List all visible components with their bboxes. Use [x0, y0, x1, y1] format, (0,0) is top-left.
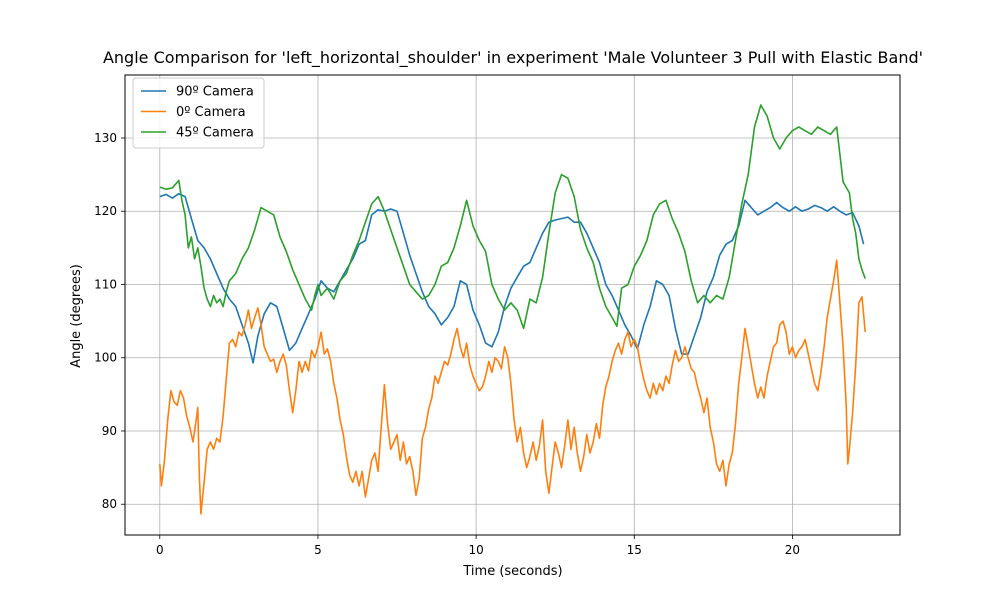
legend: 90º Camera 0º Camera 45º Camera: [132, 77, 265, 149]
plot-frame: [124, 74, 901, 536]
x-tick-label: 15: [627, 543, 642, 557]
chart-title: Angle Comparison for 'left_horizontal_sh…: [103, 48, 923, 68]
series-line-0: [159, 192, 865, 364]
x-tick-label: 0: [156, 543, 164, 557]
x-axis-label: Time (seconds): [462, 564, 562, 579]
y-tick-label: 90: [102, 424, 117, 438]
y-axis-label: Angle (degrees): [69, 264, 84, 368]
x-tick-label: 10: [468, 543, 483, 557]
x-tick-label: 20: [785, 543, 800, 557]
y-tick-label: 130: [94, 131, 117, 145]
legend-label-2: 45º Camera: [176, 126, 254, 141]
y-tick-label: 110: [94, 277, 117, 291]
series-line-1: [159, 259, 866, 515]
axis-ticks: 0 5 10 15 20 80 90 100 110 120 130: [94, 131, 800, 557]
legend-label-1: 0º Camera: [176, 105, 246, 120]
series-lines: [159, 104, 866, 515]
x-tick-label: 5: [314, 543, 322, 557]
y-tick-label: 100: [94, 351, 117, 365]
legend-box: [132, 77, 265, 149]
y-tick-label: 80: [102, 497, 117, 511]
y-tick-label: 120: [94, 204, 117, 218]
legend-label-0: 90º Camera: [176, 85, 254, 100]
series-line-2: [159, 104, 866, 330]
